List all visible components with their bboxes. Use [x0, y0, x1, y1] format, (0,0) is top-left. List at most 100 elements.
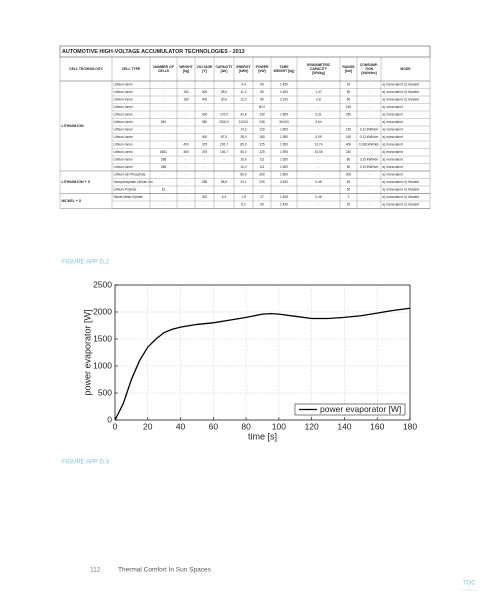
column-header: WEIGHT	[179, 65, 193, 69]
column-header: POWER	[256, 65, 269, 69]
table-cell: 14,0	[240, 128, 246, 132]
table-cell: 400	[202, 90, 208, 94]
table-cell: 1.600	[280, 90, 288, 94]
table-cell: -	[163, 113, 164, 117]
table-cell: 87,5	[221, 135, 227, 139]
table-cell: 1.495	[280, 195, 288, 199]
table-cell: Lithium-Ionen	[114, 90, 134, 94]
column-header: [kWh/km]	[361, 71, 376, 75]
table-cell: 60,0	[259, 105, 265, 109]
table-cell: 300	[202, 195, 208, 199]
table-cell: 300	[346, 173, 352, 177]
table-cell: 840	[161, 120, 167, 124]
table-cell: 375	[202, 143, 208, 147]
table-cell: 60,0	[240, 173, 246, 177]
table-cell: -	[318, 128, 319, 132]
column-header: CELLS	[158, 69, 170, 73]
table-cell: 12,0	[240, 98, 246, 102]
table-cell: Lithium-Ionen	[114, 158, 134, 162]
x-tick-label: 160	[370, 421, 384, 431]
table-cell: Lithium-Ionen	[114, 165, 134, 169]
table-cell: -	[318, 203, 319, 207]
x-tick-label: 60	[209, 421, 219, 431]
table-cell: -	[185, 188, 186, 192]
group-label: NICKEL + X	[62, 199, 82, 203]
table-cell: a) monovalent	[383, 105, 403, 109]
table-cell: -	[223, 165, 224, 169]
table-cell: -	[185, 113, 186, 117]
table-cell: 400	[202, 135, 208, 139]
table-cell: -	[204, 173, 205, 177]
table-cell: 1.995	[280, 150, 288, 154]
x-tick-label: 20	[143, 421, 153, 431]
table-cell: 288	[161, 158, 167, 162]
table-cell: -	[368, 173, 369, 177]
table-cell: 400	[202, 98, 208, 102]
column-header: CAPACITY	[310, 67, 328, 71]
table-cell: 28,0	[240, 135, 246, 139]
table-cell: -	[185, 180, 186, 184]
toc-link[interactable]: TOC	[463, 581, 476, 587]
table-cell: Lithium-Ionen	[114, 120, 134, 124]
table-cell: -	[163, 195, 164, 199]
table-cell: 180	[259, 135, 265, 139]
table-cell: 60	[260, 90, 264, 94]
table-cell: 250	[346, 113, 352, 117]
column-header: [km]	[345, 69, 352, 73]
y-tick-label: 2500	[93, 279, 112, 289]
table-cell: -	[163, 143, 164, 147]
table-cell: 13,74	[315, 143, 323, 147]
table-cell: 58,6	[221, 180, 227, 184]
table-cell: -	[223, 158, 224, 162]
column-header: CAPACITY	[215, 65, 233, 69]
table-cell: 80	[347, 165, 351, 169]
table-cell: 27	[260, 195, 264, 199]
table-cell: 1100,0	[239, 120, 249, 124]
column-header: WEIGHT [kg]	[274, 69, 295, 73]
table-cell: -	[163, 128, 164, 132]
x-tick-label: 0	[113, 421, 118, 431]
table-cell: -	[368, 203, 369, 207]
table-cell: 400	[346, 143, 352, 147]
table-cell: -	[163, 173, 164, 177]
table-cell: 30,0	[221, 98, 227, 102]
table-cell: 0,15 kWh/km	[360, 158, 379, 162]
table-cell: -	[318, 158, 319, 162]
table-cell: 20	[347, 203, 351, 207]
x-tick-label: 140	[337, 421, 351, 431]
table-cell: 60	[347, 98, 351, 102]
table-cell: 180	[183, 98, 189, 102]
table-cell: 300	[259, 173, 265, 177]
group-label: LITHIUM-ION	[62, 124, 85, 128]
table-cell: 0,09	[315, 135, 321, 139]
table-cell: -	[368, 195, 369, 199]
table-cell: -	[318, 188, 319, 192]
column-header: GRAVIMETRIC	[307, 63, 331, 67]
table-cell: -	[163, 105, 164, 109]
x-axis-label: time [s]	[248, 431, 277, 441]
table-cell: Lithium-Ionen	[114, 150, 134, 154]
y-tick-label: 1500	[93, 333, 112, 343]
column-header: [Wh/kg]	[312, 71, 324, 75]
data-line	[114, 307, 411, 421]
table-cell: 360	[183, 150, 189, 154]
table-cell: Lithium-Ionen	[114, 105, 134, 109]
table-cell: -	[223, 128, 224, 132]
column-header: TARE	[280, 65, 290, 69]
table-cell: -	[368, 105, 369, 109]
table-cell: 5,2	[241, 203, 246, 207]
table-cell: -	[318, 83, 319, 87]
x-tick-label: 180	[403, 421, 417, 431]
table-cell: 1.950	[280, 143, 288, 147]
table-cell: -	[368, 83, 369, 87]
column-header: [Ah]	[221, 69, 228, 73]
table-cell: -	[185, 128, 186, 132]
table-cell: 80	[260, 98, 264, 102]
table-cell: Lithium-Ionen	[114, 83, 134, 87]
footer-title: Thermal Comfort In Sun Spaces	[118, 567, 212, 574]
table-cell: -	[185, 105, 186, 109]
table-cell: -	[163, 135, 164, 139]
table-cell: 120	[259, 128, 265, 132]
